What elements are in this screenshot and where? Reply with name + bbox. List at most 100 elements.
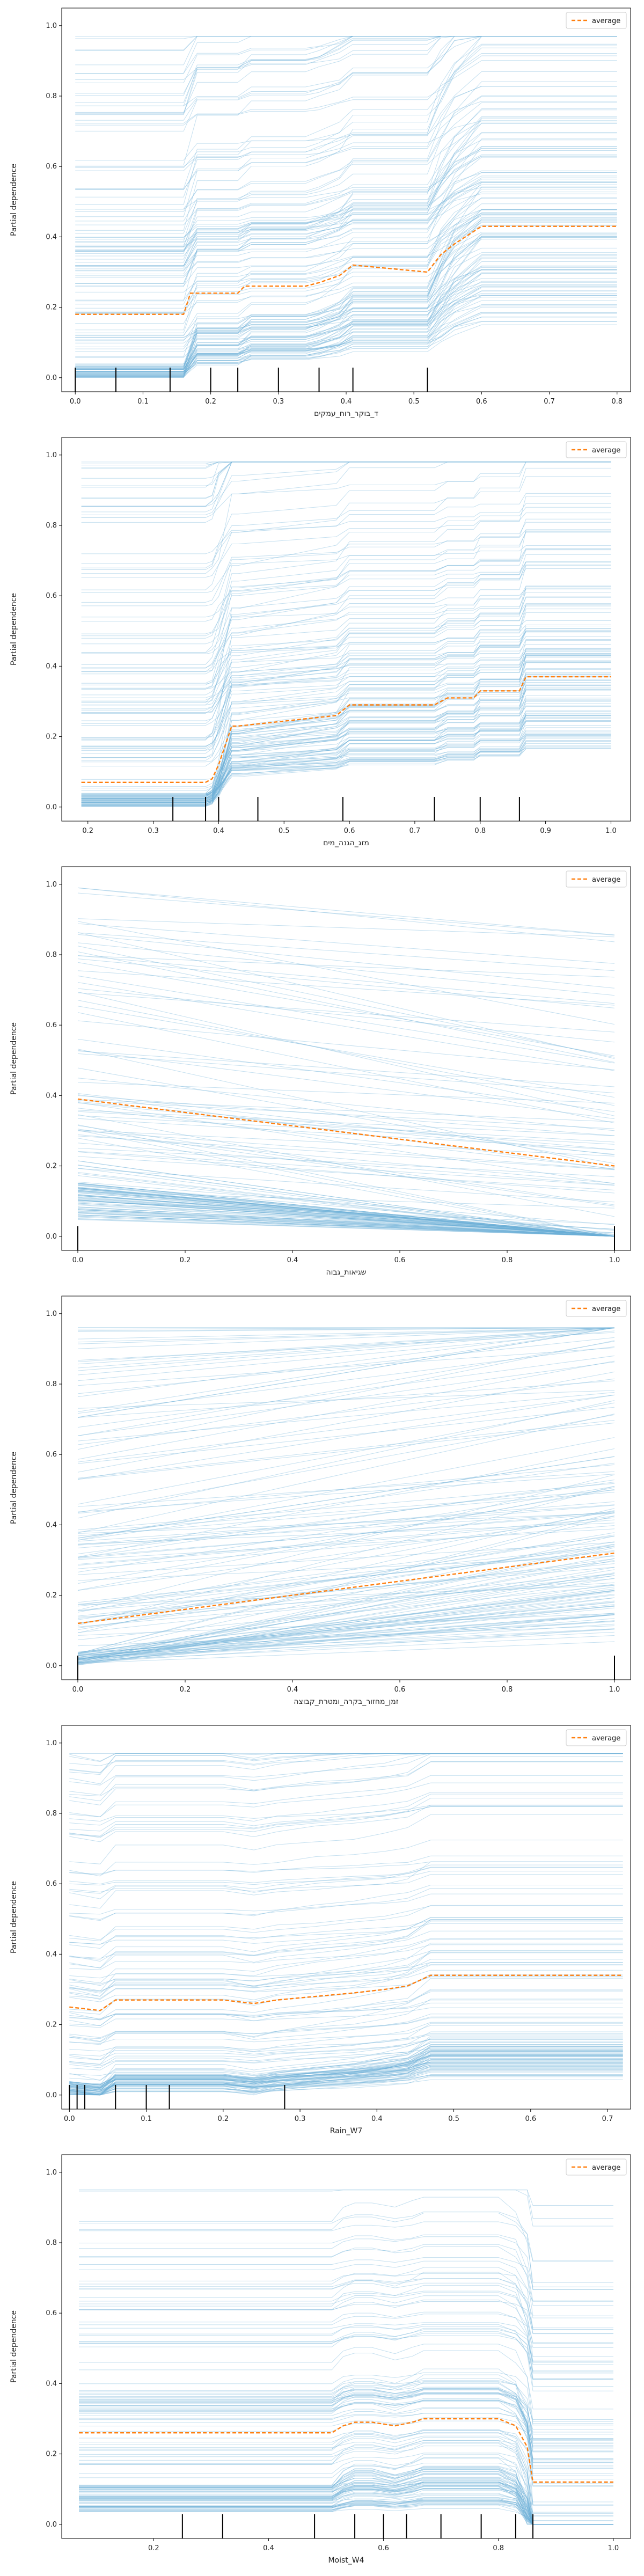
ice-curve <box>77 1605 615 1664</box>
ice-curve <box>75 55 617 205</box>
ice-curves <box>69 1753 623 2096</box>
ice-curve <box>79 2442 613 2525</box>
ice-curve <box>75 224 617 287</box>
ice-curve <box>69 2065 623 2085</box>
ice-curve <box>77 946 615 1058</box>
ice-curve <box>75 284 617 358</box>
ice-curve <box>81 734 611 803</box>
ice-curve <box>69 1964 623 1985</box>
ice-curve <box>81 462 611 466</box>
ice-curve <box>79 2435 613 2484</box>
ice-curve <box>81 678 611 799</box>
ice-curve <box>77 1501 615 1545</box>
ice-curve <box>69 1917 623 1945</box>
ice-curve <box>75 182 617 247</box>
ice-curve <box>69 1753 623 1796</box>
ice-curve <box>79 2486 613 2525</box>
ice-curve <box>81 655 611 801</box>
ice-curve <box>81 530 611 703</box>
ice-curve <box>81 689 611 763</box>
ice-curve <box>81 462 611 568</box>
legend-label: average <box>592 1305 620 1313</box>
ice-curve <box>77 1195 615 1230</box>
y-tick-label: 0.2 <box>46 2450 57 2458</box>
y-tick-label: 1.0 <box>46 1310 57 1318</box>
x-axis-label: Rain_W7 <box>330 2127 363 2135</box>
ice-curve <box>75 313 617 373</box>
ice-curve <box>75 306 617 375</box>
ice-curve <box>75 232 617 369</box>
ice-curve <box>75 214 617 301</box>
ice-curve <box>77 1124 615 1237</box>
ice-curve <box>81 741 611 797</box>
ice-curve <box>77 1199 615 1237</box>
ice-curve <box>81 735 611 799</box>
ice-curve <box>79 2432 613 2525</box>
ice-curve <box>77 1053 615 1094</box>
ice-curve <box>77 1380 615 1418</box>
ice-curve <box>81 545 611 593</box>
ice-curve <box>77 1110 615 1136</box>
y-tick-label: 0.2 <box>46 304 57 312</box>
ice-curve <box>81 730 611 795</box>
ice-curve <box>77 1208 615 1237</box>
ice-curve <box>77 1437 615 1541</box>
ice-curve <box>77 1095 615 1136</box>
ice-curve <box>75 154 617 247</box>
ice-curve <box>77 1175 615 1237</box>
ice-curve <box>79 2311 613 2365</box>
ice-curve <box>77 1216 615 1237</box>
ice-curve <box>77 1191 615 1209</box>
x-tick-label: 0.6 <box>525 2115 536 2123</box>
ice-curve <box>77 1371 615 1473</box>
x-tick-label: 1.0 <box>605 827 617 835</box>
ice-curve <box>81 741 611 795</box>
ice-curve <box>69 2064 623 2092</box>
ice-curves <box>81 462 611 807</box>
ice-curve <box>77 1204 615 1236</box>
ice-curve <box>77 1614 615 1663</box>
ice-curve <box>75 324 617 374</box>
ice-curve <box>79 2272 613 2373</box>
ice-curve <box>79 2300 613 2362</box>
x-tick-label: 0.8 <box>611 398 623 406</box>
average-line <box>77 1098 615 1167</box>
ice-curve <box>69 1923 623 1945</box>
ice-curve <box>79 2467 613 2525</box>
ice-curve <box>75 219 617 368</box>
ice-curve <box>69 2017 623 2039</box>
ice-curve <box>81 561 611 690</box>
ice-curve <box>81 668 611 794</box>
ice-curve <box>81 701 611 788</box>
ice-curve <box>81 604 611 795</box>
ice-curve <box>77 1199 615 1237</box>
ice-curve <box>79 2429 613 2516</box>
ice-curve <box>77 1038 615 1112</box>
ice-curve <box>69 2050 623 2096</box>
ice-curve <box>79 2388 613 2460</box>
ice-curve <box>81 669 611 799</box>
ice-curve <box>79 2236 613 2290</box>
ice-curve <box>77 1594 615 1659</box>
ice-curve <box>81 529 611 606</box>
ice-curve <box>81 518 611 665</box>
ice-curve <box>79 2486 613 2525</box>
legend-label: average <box>592 876 620 884</box>
ice-curve <box>77 1590 615 1659</box>
ice-curve <box>81 736 611 804</box>
ice-curve <box>79 2246 613 2306</box>
ice-curve <box>79 2282 613 2330</box>
ice-curve <box>77 934 615 989</box>
chart-panel-6: 0.2 0.4 0.6 0.8 1.0 0.0 0.2 0.4 0.6 0.8 1.0 Moist_W… <box>10 2154 631 2565</box>
ice-curve <box>79 2314 613 2348</box>
ice-curve <box>69 1921 623 1968</box>
ice-curve <box>77 1147 615 1177</box>
ice-curve <box>75 225 617 367</box>
ice-curve <box>79 2388 613 2439</box>
ice-curve <box>77 1556 615 1581</box>
ice-curve <box>77 1194 615 1237</box>
ice-curve <box>77 1168 615 1237</box>
ice-curve <box>77 1209 615 1237</box>
ice-curve <box>79 2301 613 2334</box>
ice-curve <box>81 604 611 685</box>
